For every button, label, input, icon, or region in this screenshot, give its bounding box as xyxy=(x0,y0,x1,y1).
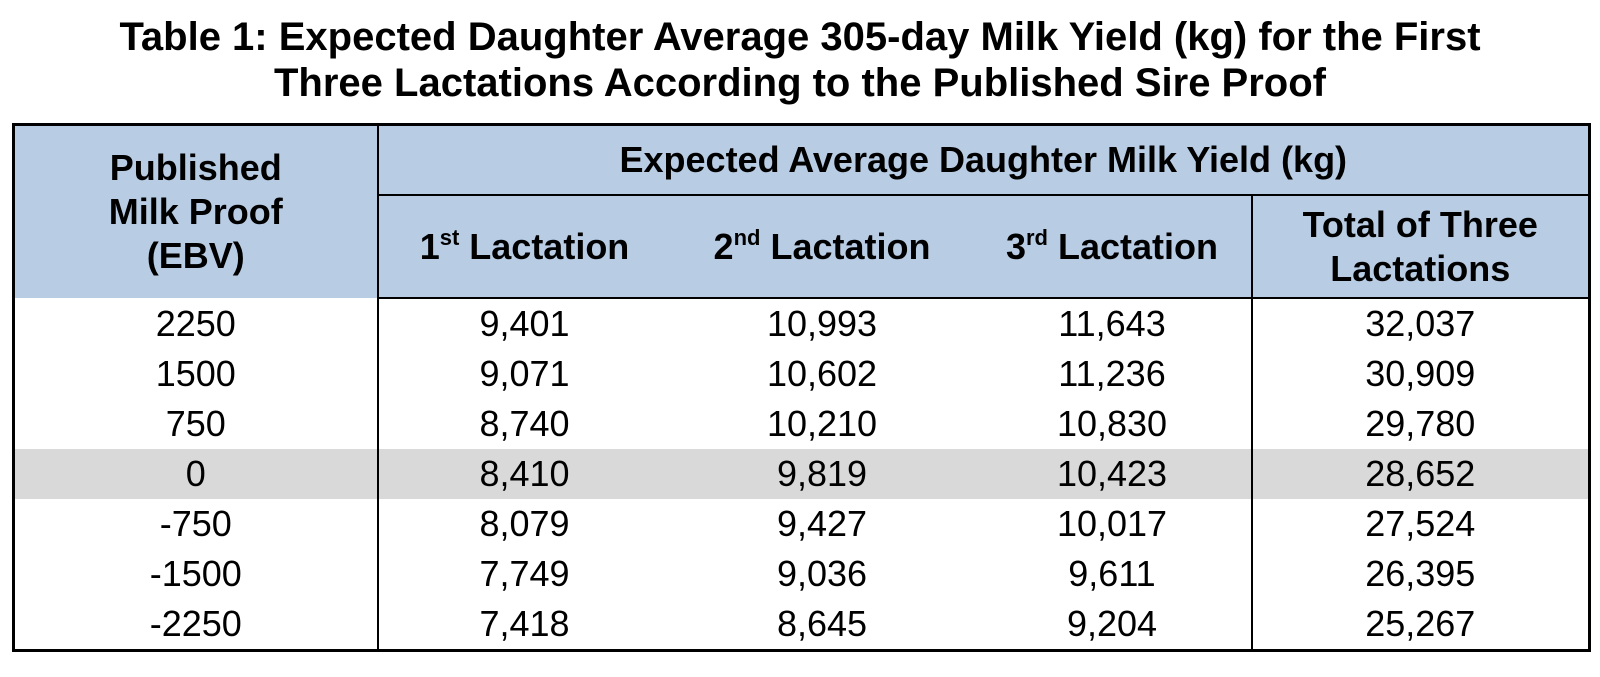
total-three-lactations-header: Total of Three Lactations xyxy=(1250,195,1590,299)
lactation-1-cell: 8,410 xyxy=(377,449,671,499)
table-row: 750 8,740 10,210 10,830 29,780 xyxy=(13,399,1590,449)
lactation-3-cell: 11,236 xyxy=(1058,353,1166,394)
proof-cell: -1500 xyxy=(13,549,379,599)
total-cell: 30,909 xyxy=(1250,349,1590,399)
proof-cell: -2250 xyxy=(13,599,379,651)
table-row: -1500 7,749 9,036 9,611 26,395 xyxy=(13,549,1590,599)
proof-cell: 1500 xyxy=(13,349,379,399)
lactation-3-cell: 10,423 xyxy=(973,449,1252,499)
lactation-3-header: 3rd Lactation xyxy=(973,195,1252,299)
lactation-3-cell: 10,017 xyxy=(1056,503,1168,544)
lactation-3-ordinal: rd xyxy=(1026,224,1048,250)
lactation-2-cell: 10,210 xyxy=(766,403,878,444)
table-row: 1500 9,071 10,602 11,236 30,909 xyxy=(13,349,1590,399)
proof-header-line-1: Published xyxy=(109,147,282,188)
lactation-3-cell: 9,611 xyxy=(1068,553,1156,594)
lactation-2-cell: 9,819 xyxy=(670,449,974,499)
table-row: -750 8,079 9,427 10,017 27,524 xyxy=(13,499,1590,549)
total-header-line-2: Lactations xyxy=(1330,247,1511,289)
lactation-1-cell: 9,071 xyxy=(479,353,570,394)
lactation-2-number: 2 xyxy=(713,225,734,267)
milk-yield-table: Published Milk Proof (EBV) Expected Aver… xyxy=(12,123,1592,652)
lactation-2-cell: 9,036 xyxy=(776,553,868,594)
total-header-line-1: Total of Three xyxy=(1302,203,1538,245)
lactation-3-cell: 11,643 xyxy=(1058,303,1166,344)
lactation-1-ordinal: st xyxy=(439,224,460,250)
lactation-3-number: 3 xyxy=(1005,225,1026,267)
lactation-3-cell: 9,204 xyxy=(1066,603,1158,644)
total-cell: 26,395 xyxy=(1250,549,1590,599)
lactation-1-cell: 8,740 xyxy=(479,403,570,444)
lactation-2-cell: 9,427 xyxy=(776,503,868,544)
title-line-1: Table 1: Expected Daughter Average 305-d… xyxy=(119,15,1481,59)
table-row: -2250 7,418 8,645 9,204 25,267 xyxy=(13,599,1590,651)
lactation-2-cell: 8,645 xyxy=(776,603,868,644)
table-title: Table 1: Expected Daughter Average 305-d… xyxy=(0,14,1600,106)
table-row-highlighted: 0 8,410 9,819 10,423 28,652 xyxy=(13,449,1590,499)
lactation-2-ordinal: nd xyxy=(733,224,761,250)
lactation-1-cell: 9,401 xyxy=(479,303,570,344)
table-row: 2250 9,401 10,993 11,643 32,037 xyxy=(13,298,1590,349)
lactation-1-cell: 7,749 xyxy=(479,553,570,594)
lactation-2-label: Lactation xyxy=(760,225,931,267)
proof-header-line-3: (EBV) xyxy=(146,235,245,276)
title-line-2: Three Lactations According to the Publis… xyxy=(274,61,1326,105)
proof-cell: 0 xyxy=(13,449,379,499)
table-header: Published Milk Proof (EBV) Expected Aver… xyxy=(13,124,1590,299)
total-cell: 29,780 xyxy=(1250,399,1590,449)
proof-header-line-2: Milk Proof xyxy=(108,191,283,232)
expected-yield-group-header: Expected Average Daughter Milk Yield (kg… xyxy=(377,124,1590,196)
total-cell: 32,037 xyxy=(1250,298,1590,349)
proof-cell: -750 xyxy=(13,499,379,549)
published-milk-proof-header: Published Milk Proof (EBV) xyxy=(13,124,379,298)
lactation-1-cell: 7,418 xyxy=(479,603,570,644)
proof-cell: 2250 xyxy=(13,298,379,349)
lactation-1-header: 1st Lactation xyxy=(377,195,671,299)
lactation-2-cell: 10,602 xyxy=(766,353,878,394)
total-cell: 28,652 xyxy=(1250,449,1590,499)
total-cell: 25,267 xyxy=(1250,599,1590,651)
lactation-1-label: Lactation xyxy=(459,225,630,267)
table-body: 2250 9,401 10,993 11,643 32,037 1500 9,0… xyxy=(13,298,1590,651)
lactation-3-cell: 10,830 xyxy=(1056,403,1168,444)
lactation-1-cell: 8,079 xyxy=(479,503,570,544)
lactation-2-cell: 10,993 xyxy=(766,303,878,344)
total-cell: 27,524 xyxy=(1250,499,1590,549)
lactation-1-number: 1 xyxy=(419,225,440,267)
lactation-3-label: Lactation xyxy=(1048,225,1219,267)
lactation-2-header: 2nd Lactation xyxy=(670,195,974,299)
proof-cell: 750 xyxy=(13,399,379,449)
